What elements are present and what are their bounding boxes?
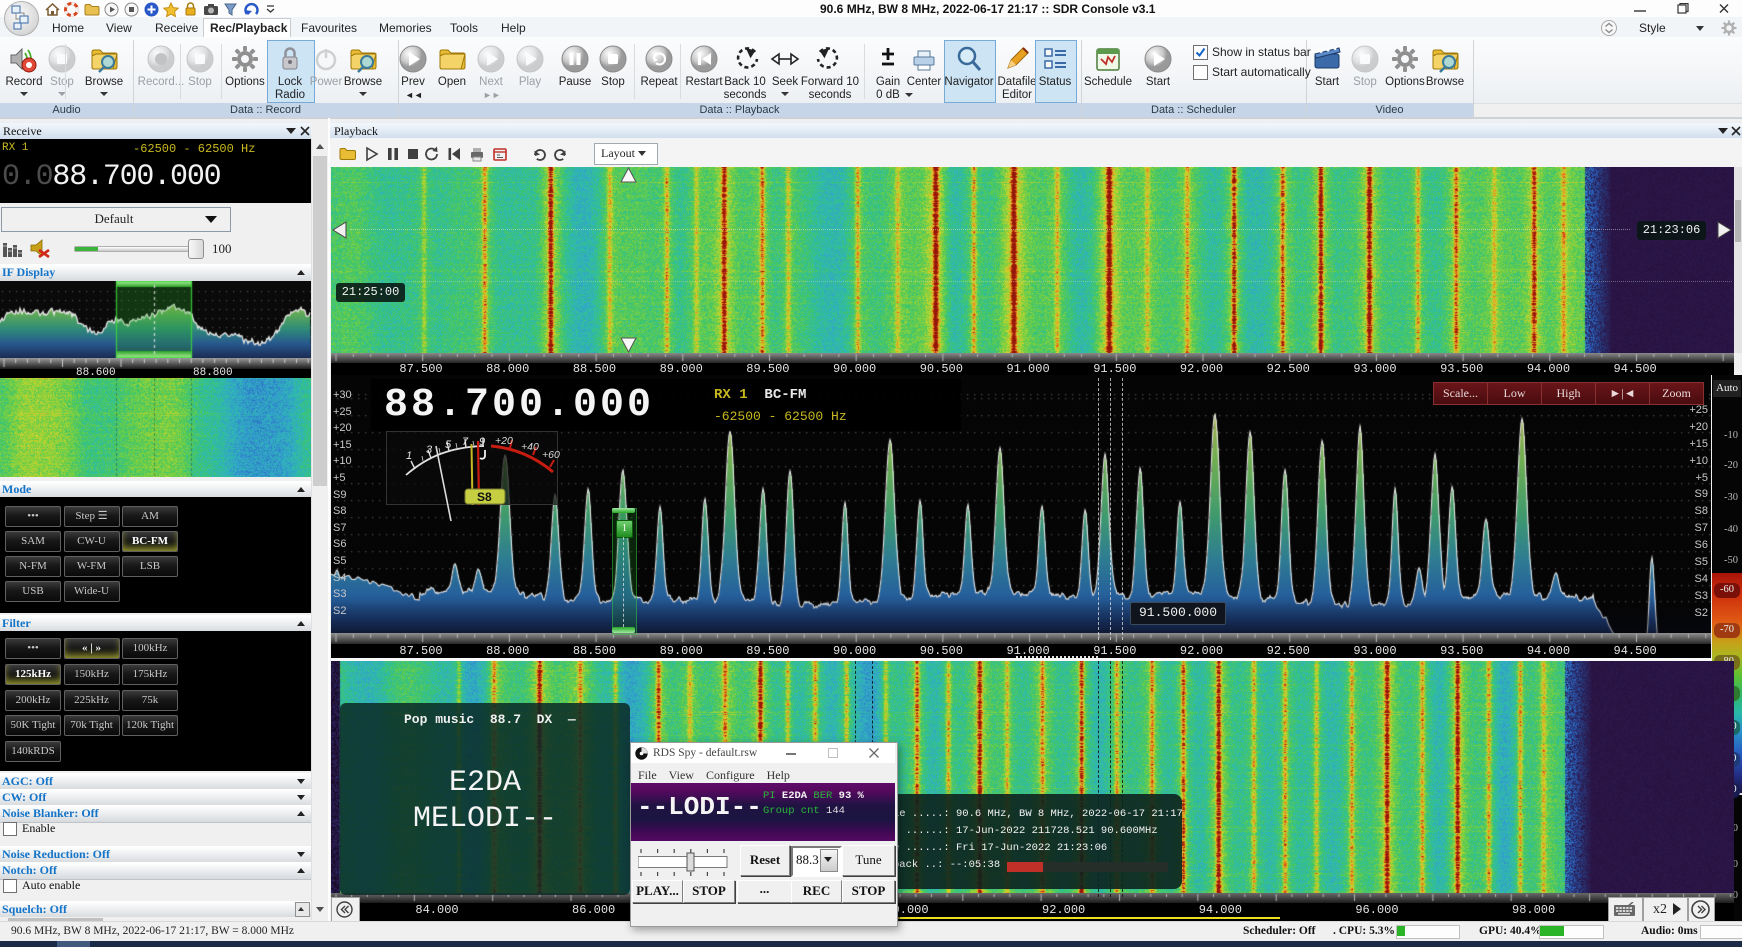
svg-text:+60: +60 <box>542 449 560 461</box>
svg-text:7: 7 <box>462 436 469 448</box>
svg-text:+20: +20 <box>495 435 513 447</box>
svg-text:9: 9 <box>479 436 485 448</box>
svg-text:S8: S8 <box>477 490 492 504</box>
svg-text:1: 1 <box>406 450 412 462</box>
svg-text:5: 5 <box>445 439 452 451</box>
svg-text:3: 3 <box>426 444 433 456</box>
svg-text:+40: +40 <box>521 441 539 453</box>
